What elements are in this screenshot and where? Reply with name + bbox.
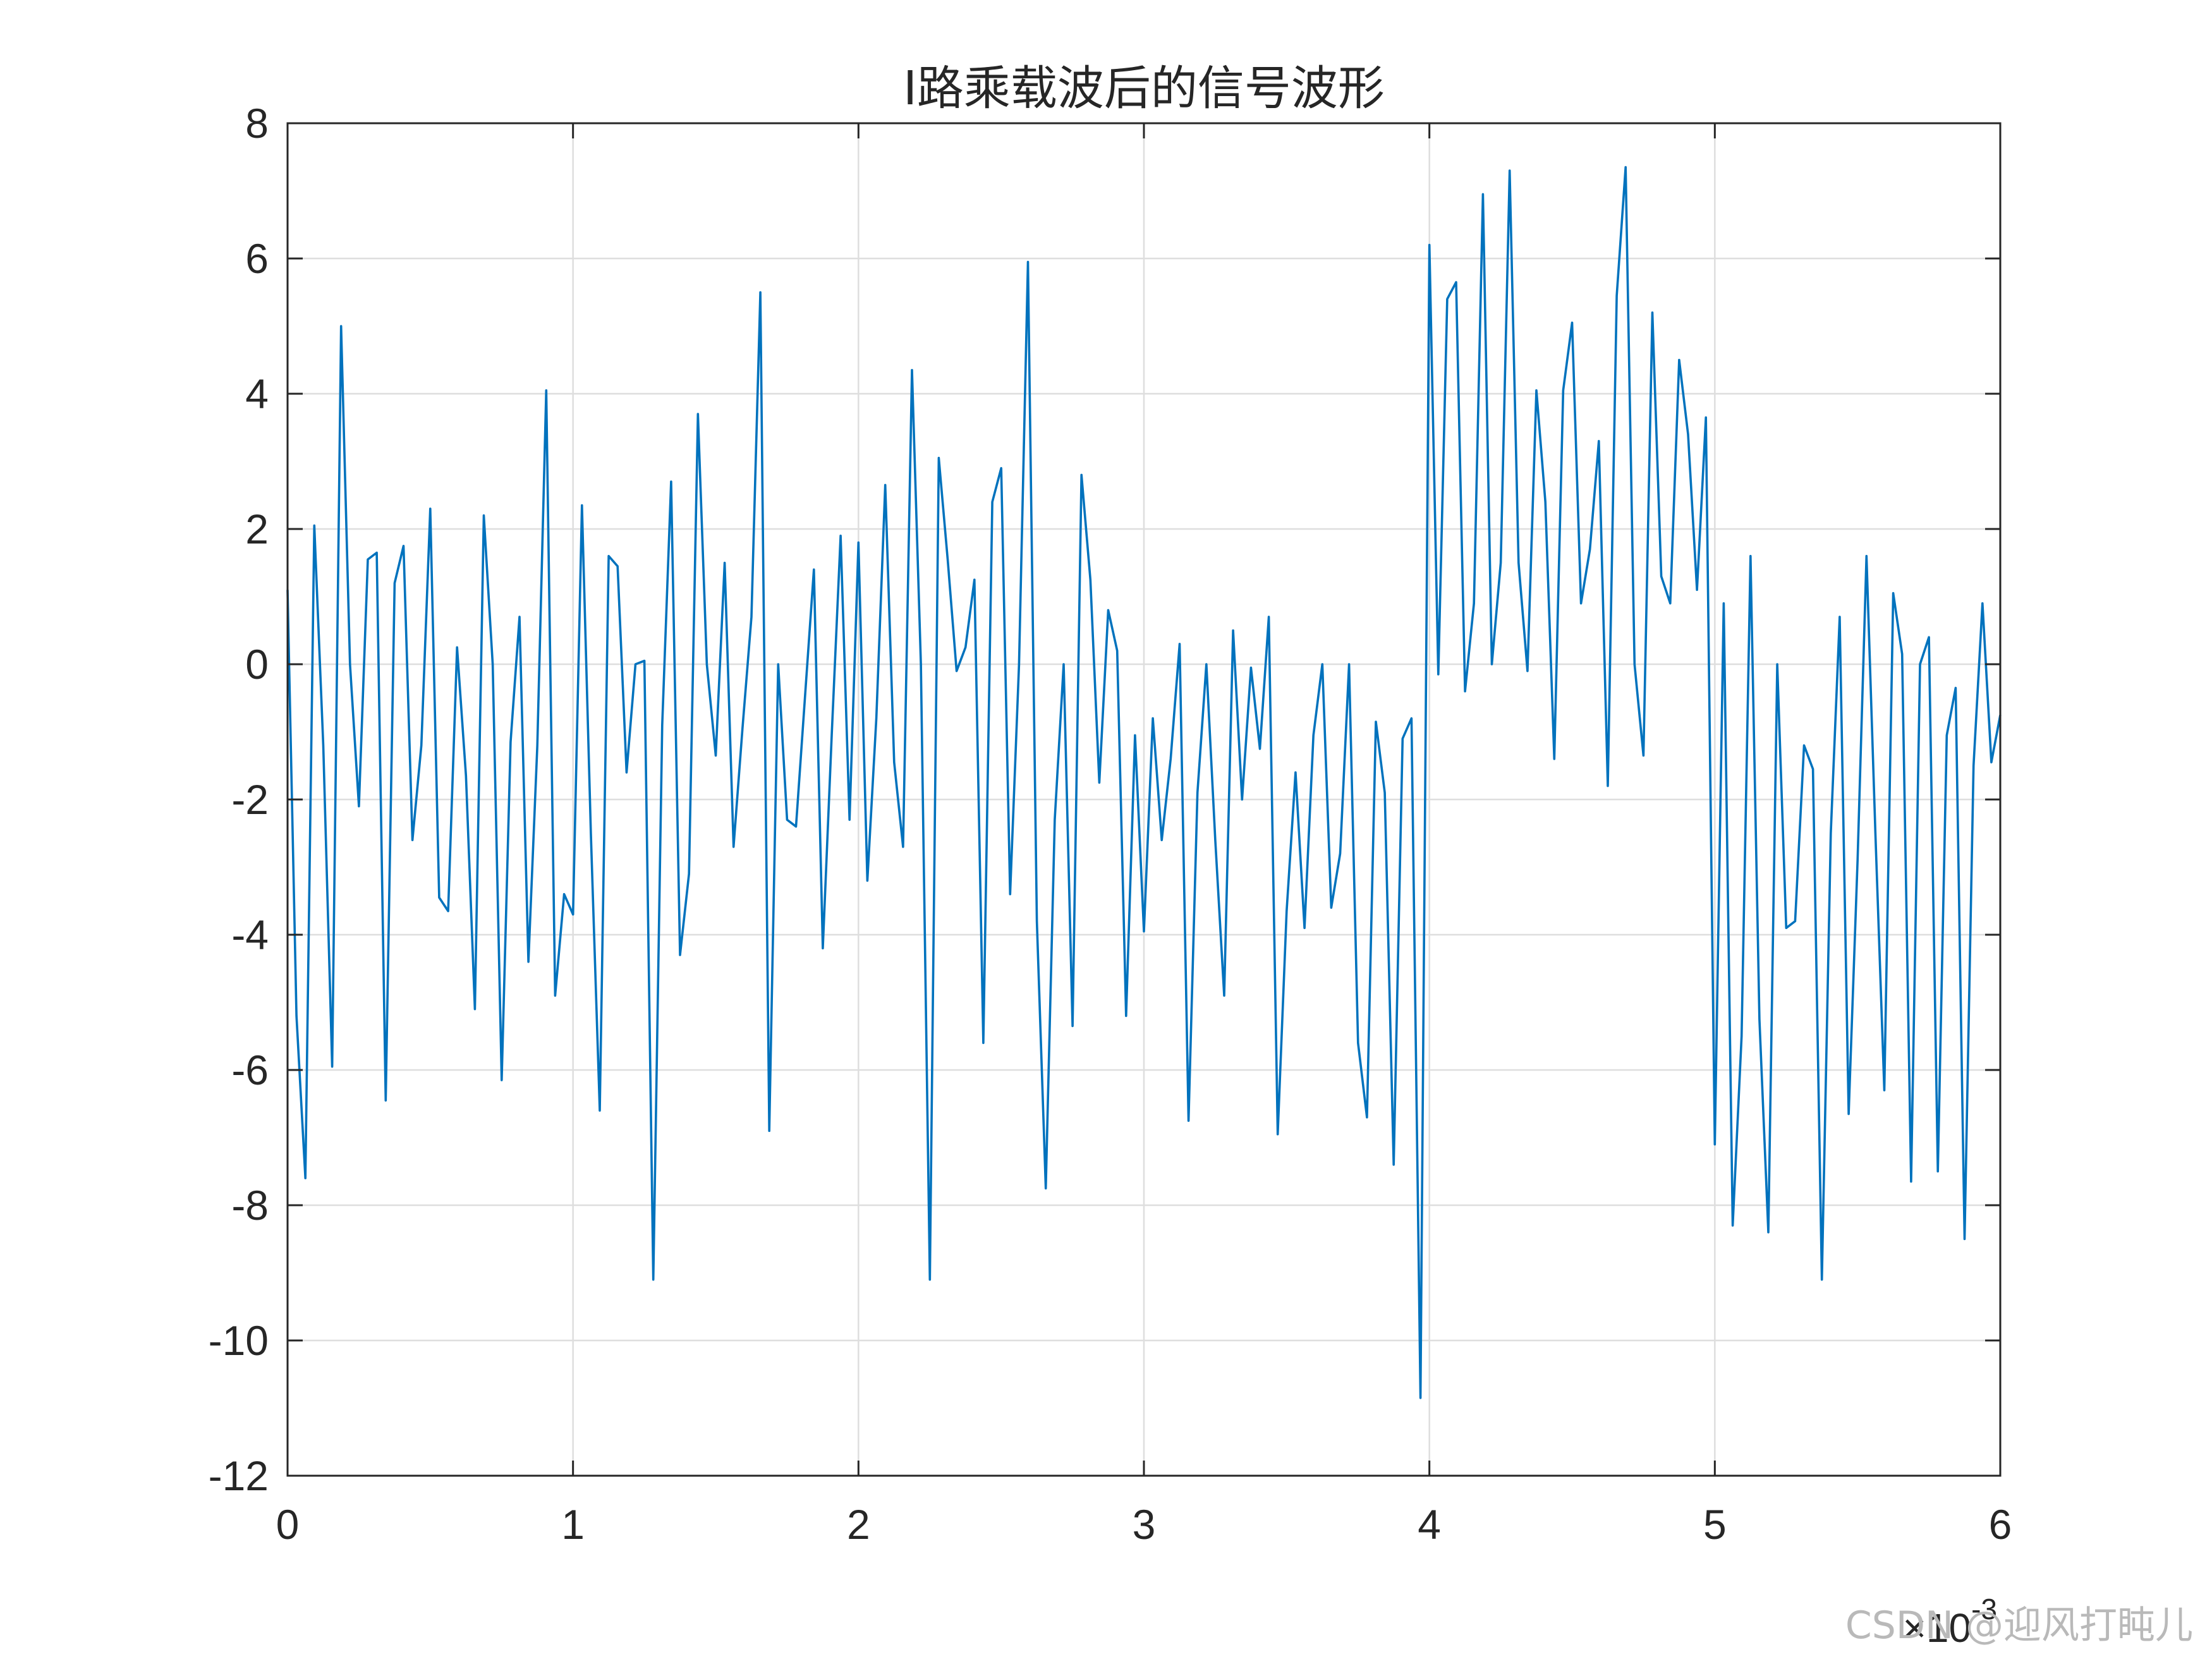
chart-title: I路乘载波后的信号波形 (903, 61, 1385, 116)
x-tick-label: 0 (276, 1501, 300, 1548)
x-axis-tick-labels: 0 1 2 3 4 5 6 (276, 1501, 2012, 1548)
y-tick-label: -4 (231, 911, 269, 958)
y-tick-label: -10 (209, 1317, 269, 1364)
x-axis-multiplier: ×10-3 (1903, 1593, 1997, 1651)
y-tick-label: -6 (231, 1047, 269, 1093)
y-axis-tick-labels: -12 -10 -8 -6 -4 -2 0 2 4 6 8 (209, 100, 269, 1499)
x-axis-multiplier-base: ×10 (1903, 1605, 1972, 1651)
x-tick-label: 4 (1418, 1501, 1441, 1548)
y-tick-label: 2 (245, 506, 269, 552)
series-line (286, 166, 2002, 1399)
axis-ticks (286, 122, 2002, 1477)
y-tick-label: 0 (245, 641, 269, 688)
y-tick-label: 6 (245, 235, 269, 282)
y-tick-label: -2 (231, 776, 269, 823)
x-tick-label: 3 (1133, 1501, 1156, 1548)
x-tick-label: 5 (1703, 1501, 1727, 1548)
x-tick-label: 6 (1989, 1501, 2012, 1548)
y-tick-label: 4 (245, 370, 269, 417)
y-tick-label: -12 (209, 1452, 269, 1499)
x-tick-label: 1 (561, 1501, 585, 1548)
watermark: CSDN @迎风打盹儿 (1845, 1603, 2193, 1648)
y-tick-label: 8 (245, 100, 269, 147)
y-tick-label: -8 (231, 1182, 269, 1229)
x-tick-label: 2 (847, 1501, 870, 1548)
x-axis-multiplier-exponent: -3 (1971, 1593, 1997, 1626)
